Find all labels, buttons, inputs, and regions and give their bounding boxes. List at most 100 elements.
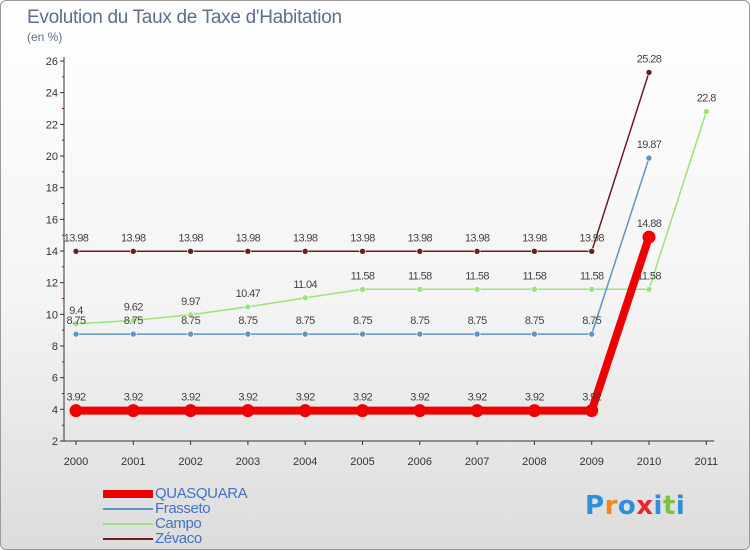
- data-point-zévaco: [588, 248, 596, 255]
- data-label-campo: 9.62: [124, 301, 143, 313]
- data-point-zévaco: [187, 248, 194, 255]
- data-label-frasseto: 8.75: [66, 315, 85, 327]
- y-tick-label: 16: [46, 214, 58, 226]
- data-label-campo: 11.58: [465, 270, 489, 282]
- data-label-zévaco: 13.98: [408, 232, 433, 244]
- y-tick-label: 6: [52, 373, 58, 385]
- data-label-frasseto: 8.75: [410, 315, 429, 327]
- x-tick-label: 2004: [293, 456, 317, 468]
- data-label-campo: 10.47: [236, 288, 261, 300]
- data-label-frasseto: 19.87: [637, 139, 662, 151]
- data-point-frasseto: [416, 330, 424, 338]
- x-tick-label: 2009: [579, 456, 603, 468]
- legend-swatch-quasquara: [103, 490, 153, 498]
- x-tick-label: 2011: [694, 456, 718, 468]
- x-tick-label: 2002: [178, 456, 202, 468]
- legend-label-quasquara: QUASQUARA: [155, 485, 248, 502]
- data-point-campo: [473, 286, 481, 293]
- legend-swatch-zevaco: [103, 538, 153, 540]
- data-point-frasseto: [473, 330, 481, 338]
- x-tick-label: 2001: [121, 456, 145, 468]
- data-label-zévaco: 13.98: [236, 232, 261, 244]
- data-label-campo: 11.04: [293, 279, 317, 291]
- series-line-frasseto: [75, 157, 650, 335]
- data-label-frasseto: 8.75: [525, 315, 544, 327]
- data-label-campo: 11.58: [637, 270, 661, 282]
- data-point-zévaco: [72, 248, 80, 255]
- data-label-campo: 11.58: [408, 270, 432, 282]
- data-point-frasseto: [531, 330, 538, 338]
- data-point-quasquara: [642, 230, 656, 244]
- data-point-campo: [531, 286, 538, 293]
- data-point-zévaco: [473, 248, 481, 255]
- logo-letter: o: [617, 491, 637, 521]
- data-label-campo: 9.4: [69, 305, 83, 317]
- data-point-zévaco: [416, 248, 424, 255]
- data-point-campo: [130, 317, 137, 324]
- data-label-quasquara: 3.92: [238, 392, 257, 404]
- data-label-campo: 22.8: [697, 93, 716, 105]
- data-point-campo: [244, 303, 252, 311]
- proxiti-logo: Proxiti: [585, 491, 685, 521]
- data-point-frasseto: [588, 330, 596, 338]
- chart-unit-label: (en %): [27, 30, 63, 44]
- data-label-zévaco: 13.98: [350, 232, 375, 244]
- data-point-quasquara: [69, 404, 83, 418]
- data-point-frasseto: [301, 330, 309, 338]
- data-point-campo: [72, 320, 80, 328]
- data-label-zévaco: 13.98: [178, 232, 203, 244]
- y-tick-label: 18: [46, 183, 58, 195]
- data-label-zévaco: 13.98: [293, 232, 318, 244]
- data-label-quasquara: 3.92: [582, 392, 601, 404]
- y-tick-label: 8: [52, 341, 58, 353]
- legend-swatch-campo: [103, 523, 153, 525]
- data-point-quasquara: [298, 404, 312, 418]
- series-line-zévaco: [75, 71, 650, 253]
- y-tick-label: 24: [46, 88, 58, 100]
- logo-letter: i: [653, 491, 663, 521]
- data-point-campo: [359, 286, 366, 293]
- data-point-frasseto: [359, 330, 366, 338]
- data-label-frasseto: 8.75: [353, 315, 372, 327]
- data-point-quasquara: [413, 404, 427, 418]
- y-tick-label: 12: [46, 278, 58, 290]
- x-tick-label: 2003: [236, 456, 260, 468]
- data-label-campo: 11.58: [523, 270, 547, 282]
- data-point-zévaco: [531, 248, 538, 255]
- data-label-quasquara: 3.92: [124, 392, 143, 404]
- x-tick-label: 2005: [350, 456, 374, 468]
- x-tick-label: 2007: [465, 456, 489, 468]
- data-label-quasquara: 3.92: [66, 392, 85, 404]
- data-point-zévaco: [244, 248, 252, 255]
- data-point-campo: [702, 108, 710, 115]
- data-point-frasseto: [187, 330, 194, 338]
- legend-swatch-frasseto: [103, 508, 153, 510]
- x-tick-label: 2000: [64, 456, 88, 468]
- data-point-campo: [645, 286, 653, 293]
- y-tick-label: 22: [46, 119, 58, 131]
- data-point-frasseto: [244, 330, 252, 338]
- y-tick-label: 10: [46, 309, 58, 321]
- logo-letter: x: [636, 491, 654, 521]
- data-label-campo: 9.97: [181, 296, 200, 308]
- y-tick-label: 26: [46, 56, 58, 68]
- y-tick-label: 14: [46, 246, 58, 258]
- data-point-campo: [301, 294, 309, 302]
- data-point-campo: [416, 286, 424, 293]
- data-point-quasquara: [126, 404, 140, 418]
- data-point-zévaco: [359, 248, 366, 255]
- x-tick-label: 2006: [408, 456, 432, 468]
- data-point-quasquara: [241, 404, 255, 418]
- data-point-frasseto: [645, 154, 653, 162]
- data-label-quasquara: 3.92: [353, 392, 372, 404]
- data-point-campo: [187, 311, 194, 319]
- data-label-zévaco: 13.98: [465, 232, 490, 244]
- data-label-frasseto: 8.75: [468, 315, 487, 327]
- series-line-campo: [75, 110, 708, 325]
- data-label-quasquara: 3.92: [468, 392, 487, 404]
- data-point-frasseto: [72, 330, 80, 338]
- data-label-zévaco: 13.98: [121, 232, 146, 244]
- data-point-zévaco: [130, 248, 137, 255]
